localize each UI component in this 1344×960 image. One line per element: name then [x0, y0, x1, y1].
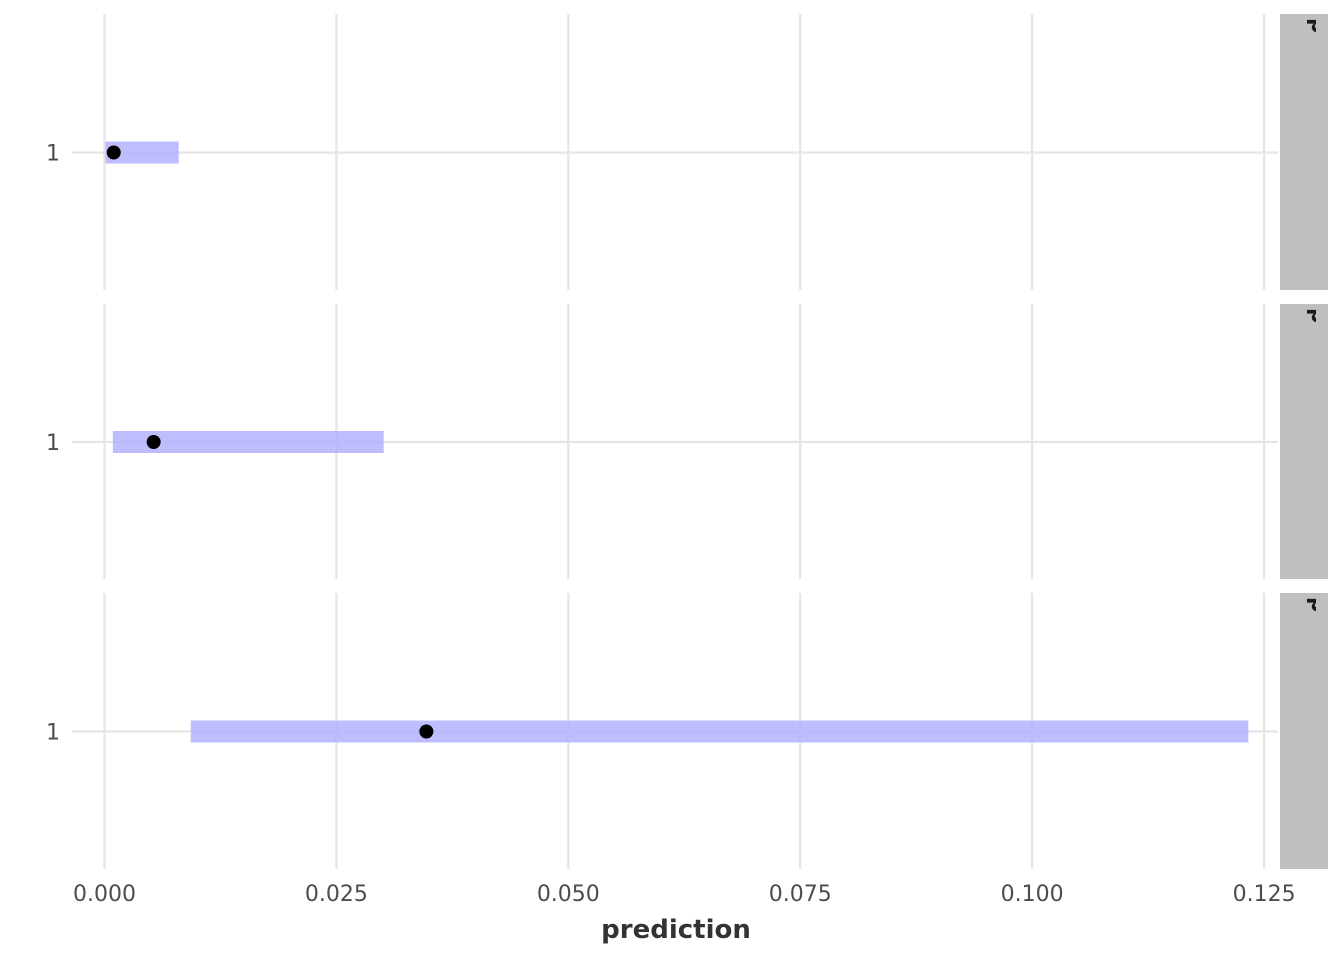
facet-strip — [1280, 304, 1328, 579]
facet-strip — [1280, 14, 1328, 290]
facet-strip-label: pretty_condition: arro — [1306, 597, 1334, 864]
point-estimate — [419, 724, 434, 739]
y-tick-label: 1 — [46, 142, 60, 167]
interval-bar — [112, 431, 384, 453]
point-estimate — [146, 435, 161, 449]
facet-strip-label: pretty_condition: cros — [1306, 308, 1334, 575]
x-tick-label: 0.000 — [73, 882, 136, 907]
x-tick-label: 0.025 — [305, 882, 368, 907]
x-tick-label: 0.075 — [769, 882, 832, 907]
x-axis: 0.000 0.025 0.050 0.075 0.100 0.125 — [73, 882, 1296, 907]
facet-strip — [1280, 593, 1328, 869]
point-estimate — [106, 145, 121, 160]
facet-panels: 1 pretty_condition: poin 1 pretty_condition… — [46, 14, 1334, 869]
facet-panel: 1 pretty_condition: cros — [46, 304, 1334, 579]
x-axis-title: prediction — [601, 915, 751, 945]
x-tick-label: 0.125 — [1233, 882, 1296, 907]
y-tick-label: 1 — [46, 431, 60, 456]
facet-panel: 1 pretty_condition: arro — [46, 593, 1334, 869]
x-tick-label: 0.050 — [537, 882, 600, 907]
facet-strip-label: pretty_condition: poin — [1306, 18, 1334, 287]
interval-bar — [105, 141, 179, 164]
interval-bar — [190, 720, 1249, 743]
facet-panel: 1 pretty_condition: poin — [46, 14, 1334, 290]
x-tick-label: 0.100 — [1001, 882, 1064, 907]
y-tick-label: 1 — [46, 721, 60, 746]
